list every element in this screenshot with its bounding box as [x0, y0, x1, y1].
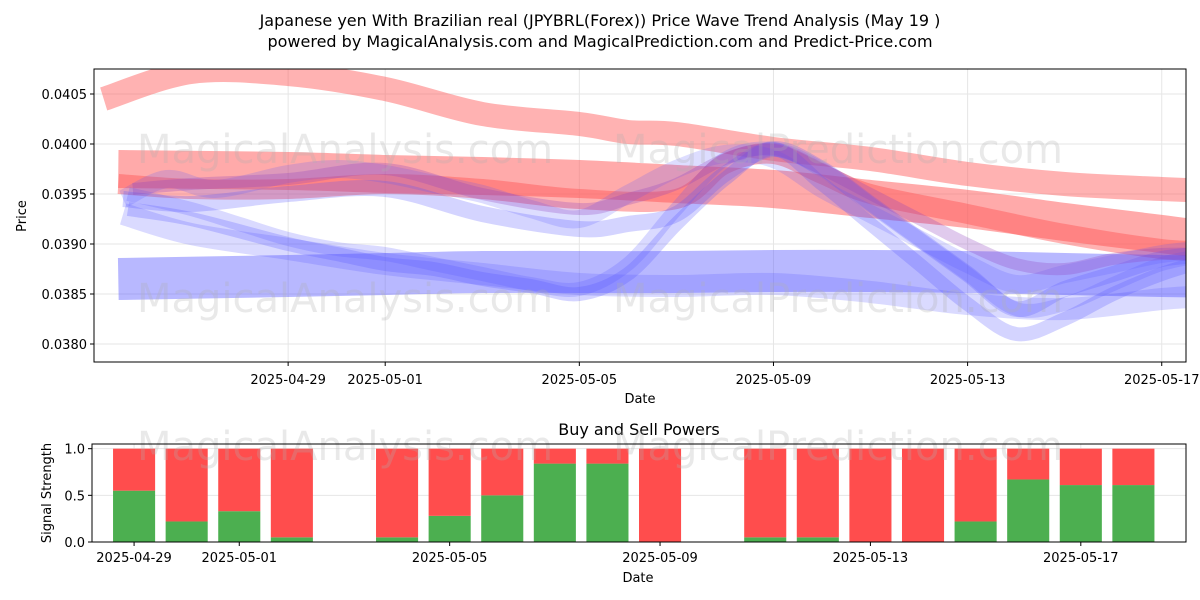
buy-bar — [218, 511, 261, 542]
sell-bar — [744, 448, 787, 538]
buy-bar — [428, 515, 471, 542]
power-x-axis-label: Date — [622, 571, 653, 586]
power-chart: Buy and Sell Powers MagicalAnalysis.com … — [40, 420, 1187, 586]
buy-bar — [270, 537, 313, 542]
power-x-tick-label: 2025-05-05 — [412, 551, 488, 566]
buy-bar — [165, 521, 208, 542]
buy-bar — [1007, 479, 1050, 542]
sell-bar — [901, 448, 945, 542]
sell-bar — [165, 448, 208, 522]
power-x-tick-label: 2025-05-13 — [833, 551, 909, 566]
power-bars — [113, 448, 1155, 542]
watermark-bottom-right: MagicalPrediction.com — [613, 424, 1063, 470]
price-x-tick-label: 2025-05-13 — [930, 373, 1006, 388]
power-y-tick-label: 0.5 — [64, 489, 85, 504]
sell-bar — [428, 448, 471, 516]
power-y-tick-label: 1.0 — [64, 443, 85, 458]
price-x-tick-label: 2025-05-05 — [542, 373, 618, 388]
watermark-top-right: MagicalPrediction.com — [613, 127, 1063, 173]
power-plot-frame — [91, 443, 1187, 543]
price-y-tick-label: 0.0405 — [42, 88, 88, 103]
price-y-tick-label: 0.0395 — [42, 188, 88, 203]
watermark-bottom-left: MagicalAnalysis.com — [137, 424, 553, 470]
chart-title-line2: powered by MagicalAnalysis.com and Magic… — [267, 32, 932, 51]
blue-wave-2 — [119, 203, 1186, 321]
sell-bar — [533, 448, 576, 464]
purple-wave — [132, 142, 1186, 276]
price-y-tick-label: 0.0390 — [42, 238, 88, 253]
sell-bar — [586, 448, 629, 464]
sell-bar — [218, 448, 261, 512]
sell-bar — [954, 448, 997, 522]
price-y-axis-label: Price — [15, 200, 30, 232]
chart-title-line1: Japanese yen With Brazilian real (JPYBRL… — [259, 11, 941, 30]
wave-end-marker — [1192, 184, 1200, 240]
buy-bar — [1059, 485, 1102, 542]
blue-wave-6 — [126, 141, 1186, 318]
price-x-tick-label: 2025-05-09 — [736, 373, 812, 388]
blue-wave-5 — [118, 144, 1186, 294]
buy-bar — [796, 537, 839, 542]
wave-end-marker — [1194, 216, 1200, 268]
power-x-tick-label: 2025-04-29 — [96, 551, 172, 566]
sell-bar — [270, 448, 313, 538]
buy-bar — [481, 495, 524, 542]
sell-bar — [849, 448, 892, 542]
red-wave-3 — [117, 143, 1186, 261]
power-x-tick-label: 2025-05-01 — [201, 551, 277, 566]
sell-bar — [376, 448, 419, 538]
price-x-tick-label: 2025-05-17 — [1124, 373, 1200, 388]
buy-bar — [533, 463, 576, 542]
buy-bar — [113, 490, 156, 542]
blue-wave-4 — [126, 142, 1186, 342]
sell-bar — [796, 448, 839, 538]
buy-bar — [586, 463, 629, 542]
red-wave-1 — [99, 69, 1186, 202]
sell-bar — [481, 448, 524, 496]
blue-wave-1 — [117, 249, 1186, 300]
sell-bar — [1059, 448, 1102, 486]
watermark-top-left: MagicalAnalysis.com — [137, 127, 553, 173]
sell-bar — [1112, 448, 1155, 486]
price-plot-frame — [93, 68, 1187, 363]
price-y-tick-label: 0.0380 — [42, 338, 88, 353]
price-x-tick-label: 2025-04-29 — [250, 373, 326, 388]
buy-bar — [954, 521, 997, 542]
price-chart: MagicalAnalysis.com MagicalPrediction.co… — [15, 68, 1200, 407]
sell-bar — [1007, 448, 1050, 480]
power-axes: 2025-04-29 2025-05-01 2025-05-05 2025-05-09… — [64, 443, 1118, 566]
power-x-tick-label: 2025-05-09 — [622, 551, 698, 566]
price-y-tick-label: 0.0385 — [42, 288, 88, 303]
buy-bar — [744, 537, 787, 542]
price-x-axis-label: Date — [624, 392, 655, 407]
watermark-mid-left: MagicalAnalysis.com — [137, 276, 553, 322]
power-chart-title: Buy and Sell Powers — [558, 420, 720, 439]
price-x-tick-label: 2025-05-01 — [347, 373, 423, 388]
price-axes: 2025-04-29 2025-05-01 2025-05-05 2025-05-09… — [42, 88, 1200, 388]
sell-bar — [113, 448, 156, 491]
price-waves — [99, 69, 1200, 342]
blue-wave-3 — [122, 141, 1186, 318]
wave-end-marker — [1196, 245, 1200, 273]
power-y-tick-label: 0.0 — [64, 536, 85, 551]
buy-bar — [376, 537, 419, 542]
power-x-tick-label: 2025-05-17 — [1043, 551, 1119, 566]
wave-end-marker — [1188, 244, 1200, 308]
price-y-tick-label: 0.0400 — [42, 138, 88, 153]
sell-bar — [639, 448, 682, 542]
red-wave-2 — [118, 150, 1186, 257]
buy-bar — [1112, 485, 1155, 542]
watermark-mid-right: MagicalPrediction.com — [613, 276, 1063, 322]
power-y-axis-label: Signal Strength — [40, 443, 55, 543]
